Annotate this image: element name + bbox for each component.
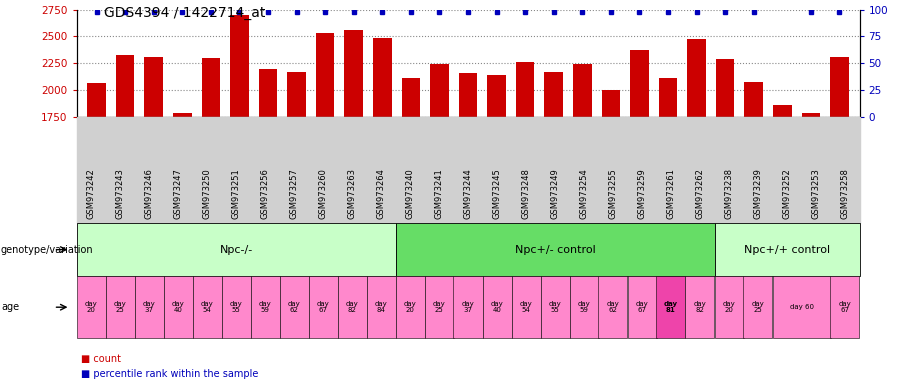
Text: day
82: day 82 (346, 301, 358, 313)
Text: day
62: day 62 (288, 301, 301, 313)
Text: day
54: day 54 (201, 301, 213, 313)
Text: GSM973251: GSM973251 (231, 168, 240, 219)
Bar (716, 59, 734, 305)
Text: Npc-/-: Npc-/- (220, 245, 253, 255)
Text: GSM973257: GSM973257 (290, 168, 299, 219)
Text: GSM973253: GSM973253 (812, 168, 821, 219)
Bar (573, 65, 591, 305)
Text: GDS4394 / 1422714_at: GDS4394 / 1422714_at (104, 6, 265, 20)
Text: GSM973239: GSM973239 (753, 168, 762, 219)
Text: GSM973249: GSM973249 (551, 168, 560, 219)
Text: GSM973250: GSM973250 (202, 168, 211, 219)
Bar (373, 38, 392, 305)
Bar (688, 39, 706, 305)
Text: GSM973241: GSM973241 (435, 168, 444, 219)
Text: GSM973248: GSM973248 (521, 168, 530, 219)
Text: GSM973256: GSM973256 (260, 168, 269, 219)
Bar (802, 113, 820, 305)
Text: GSM973264: GSM973264 (376, 168, 385, 219)
Text: day
84: day 84 (374, 301, 387, 313)
Bar (773, 105, 792, 305)
Bar (345, 30, 363, 305)
Text: day
67: day 67 (635, 301, 648, 313)
Text: GSM973259: GSM973259 (637, 168, 646, 219)
Text: day
37: day 37 (462, 301, 474, 313)
Text: GSM973246: GSM973246 (145, 168, 154, 219)
Bar (659, 78, 678, 305)
Text: GSM973244: GSM973244 (464, 168, 472, 219)
Text: GSM973247: GSM973247 (174, 168, 183, 219)
Text: GSM973252: GSM973252 (782, 168, 791, 219)
Bar (430, 65, 449, 305)
Text: GSM973254: GSM973254 (580, 168, 589, 219)
Bar (516, 62, 535, 305)
Text: day
62: day 62 (607, 301, 619, 313)
Text: day
59: day 59 (258, 301, 272, 313)
Bar (287, 73, 306, 305)
Text: day
20: day 20 (85, 301, 97, 313)
Text: GSM973238: GSM973238 (724, 168, 733, 219)
Text: GSM973260: GSM973260 (319, 168, 328, 219)
Text: day
55: day 55 (549, 301, 562, 313)
Text: day
25: day 25 (752, 301, 764, 313)
Text: GSM973263: GSM973263 (347, 168, 356, 219)
Bar (316, 33, 335, 305)
Text: day
25: day 25 (113, 301, 126, 313)
Text: Npc+/- control: Npc+/- control (515, 245, 596, 255)
Bar (401, 78, 420, 305)
Text: GSM973255: GSM973255 (608, 168, 617, 219)
Bar (830, 57, 849, 305)
Text: day
59: day 59 (578, 301, 590, 313)
Text: day 60: day 60 (789, 304, 814, 310)
Text: ■ count: ■ count (81, 354, 121, 364)
Text: day
67: day 67 (839, 301, 851, 313)
Bar (744, 82, 763, 305)
Text: GSM973242: GSM973242 (86, 168, 95, 219)
Bar (601, 90, 620, 305)
Text: GSM973262: GSM973262 (696, 168, 705, 219)
Text: GSM973243: GSM973243 (115, 168, 124, 219)
Bar (116, 55, 134, 305)
Text: GSM973258: GSM973258 (841, 168, 850, 219)
Text: genotype/variation: genotype/variation (1, 245, 94, 255)
Bar (630, 50, 649, 305)
Text: GSM973245: GSM973245 (492, 168, 501, 219)
Bar (87, 83, 106, 305)
Text: day
54: day 54 (519, 301, 533, 313)
Bar (144, 57, 163, 305)
Text: day
20: day 20 (723, 301, 735, 313)
Text: day
82: day 82 (694, 301, 706, 313)
Text: day
40: day 40 (491, 301, 503, 313)
Text: age: age (1, 302, 19, 312)
Bar (487, 75, 506, 305)
Text: GSM973240: GSM973240 (406, 168, 415, 219)
Text: day
40: day 40 (172, 301, 184, 313)
Text: day
20: day 20 (403, 301, 417, 313)
Bar (459, 73, 477, 305)
Bar (173, 113, 192, 305)
Text: day
25: day 25 (433, 301, 446, 313)
Bar (258, 69, 277, 305)
Text: day
81: day 81 (664, 301, 678, 313)
Text: ■ percentile rank within the sample: ■ percentile rank within the sample (81, 369, 258, 379)
Text: day
67: day 67 (317, 301, 329, 313)
Text: day
55: day 55 (230, 301, 242, 313)
Text: Npc+/+ control: Npc+/+ control (744, 245, 830, 255)
Text: day
37: day 37 (142, 301, 156, 313)
Bar (230, 15, 248, 305)
Bar (544, 72, 563, 305)
Bar (202, 58, 220, 305)
Text: GSM973261: GSM973261 (667, 168, 676, 219)
